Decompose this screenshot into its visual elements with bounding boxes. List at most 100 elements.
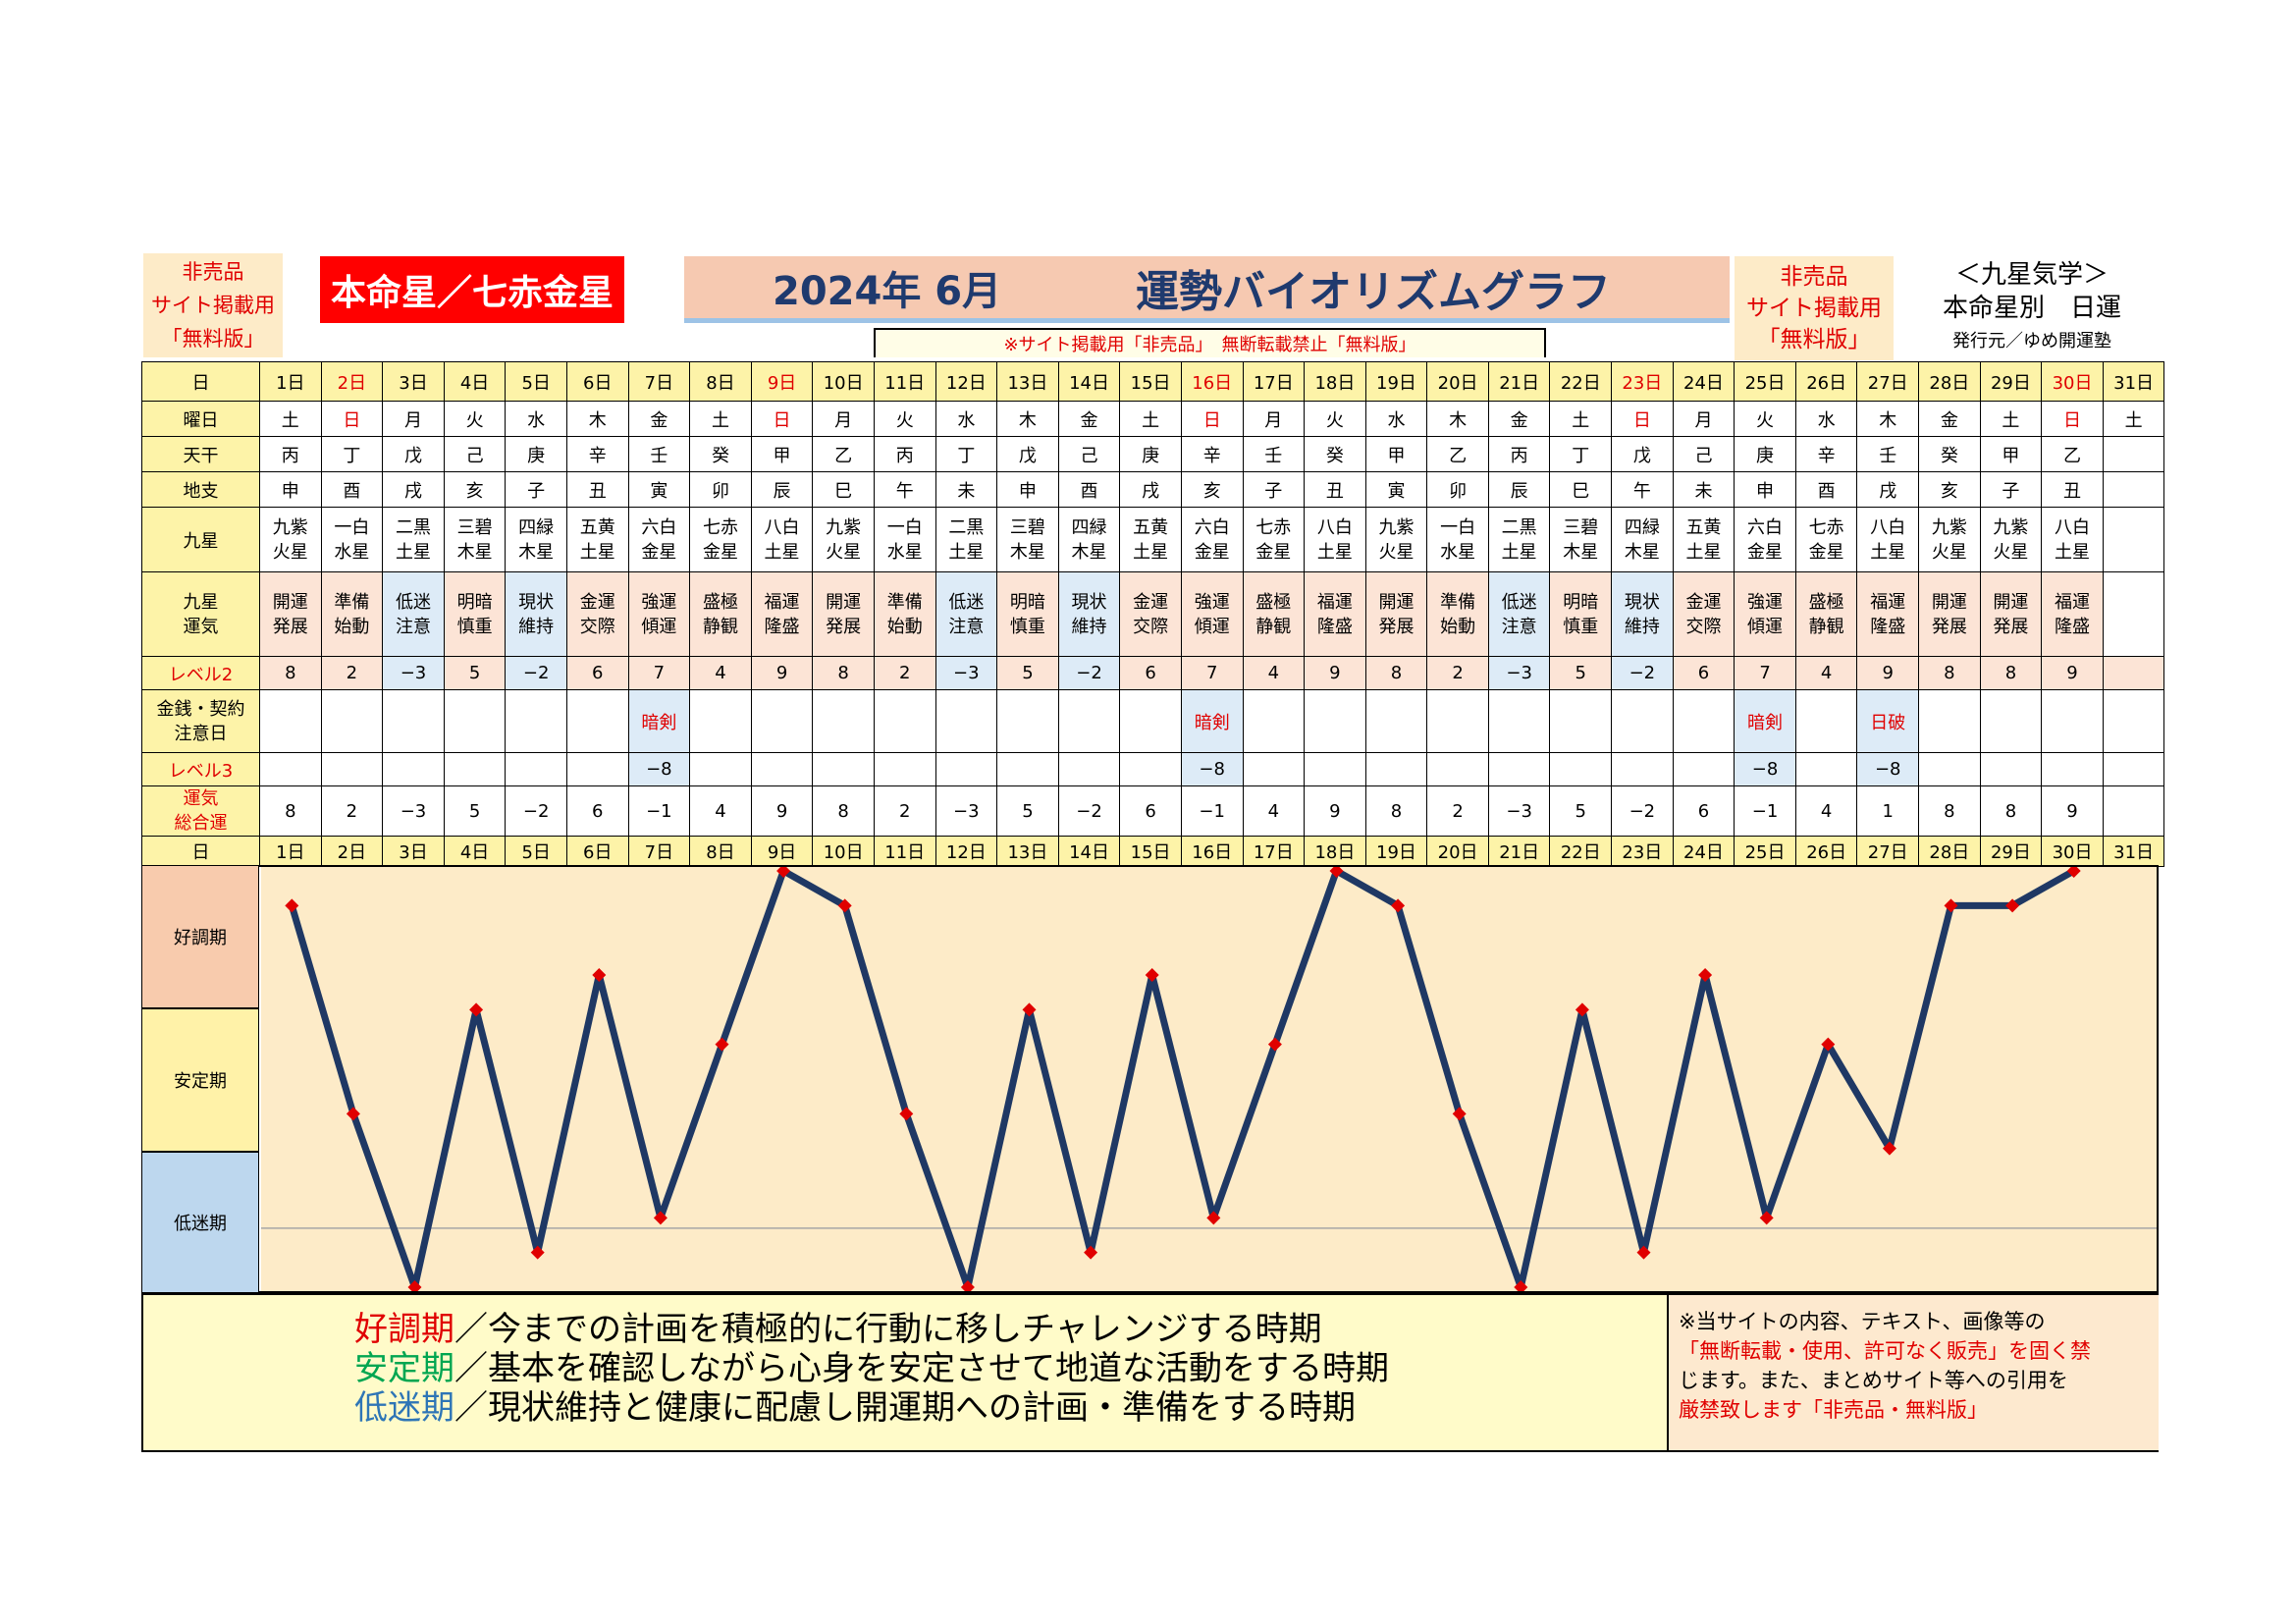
cell-line: 木星 — [1624, 541, 1660, 563]
cell-line: 福運 — [764, 591, 800, 613]
cell-chishi: 卯 — [1426, 471, 1489, 508]
cell-weekday: 火 — [1304, 401, 1366, 437]
data-point — [592, 968, 607, 982]
data-point — [407, 1280, 422, 1291]
cell-level3 — [1304, 752, 1366, 786]
cell-total: 5 — [443, 785, 507, 837]
cell-line: 八白 — [764, 516, 800, 538]
cell-level3 — [1918, 752, 1981, 786]
cell-tenkan: 癸 — [1918, 436, 1981, 472]
cell-line: 水星 — [886, 541, 923, 563]
cell-level2: −3 — [382, 656, 445, 690]
cell-level3 — [1364, 752, 1428, 786]
cell-level2: 9 — [750, 656, 814, 690]
cell-level2: 8 — [1918, 656, 1981, 690]
cell-line: 土星 — [1685, 541, 1722, 563]
row-label-kyusei-unki-line: 運気 — [183, 616, 219, 637]
data-point — [1759, 1211, 1774, 1225]
legend-low: 低迷期／現状維持と健康に配慮し開運期への計画・準備をする時期 — [354, 1388, 1389, 1428]
table-row-money: 金銭・契約 注意日 暗剣 暗剣 暗剣 日破 — [141, 689, 2165, 753]
cell-tenkan: 丙 — [259, 436, 322, 472]
cell-chishi — [2102, 471, 2165, 508]
cell-kyusei: 九紫 火星 — [812, 507, 875, 572]
cell-tenkan: 丙 — [1487, 436, 1551, 472]
table-row-chishi: 地支申酉戌亥子丑寅卯辰巳午未申酉戌亥子丑寅卯辰巳午未申酉戌亥子丑 — [141, 471, 2165, 508]
cell-line: 維持 — [1071, 616, 1107, 637]
cell-money — [443, 689, 507, 753]
cell-line: 土星 — [1870, 541, 1906, 563]
row-label-money-line: 金銭・契約 — [156, 698, 245, 720]
legend-stable-term: 安定期 — [354, 1349, 454, 1388]
row-label-chishi: 地支 — [141, 471, 260, 508]
cell-kyusei: 四緑 木星 — [505, 507, 567, 572]
cell-day: 19日 — [1364, 361, 1428, 402]
cell-day: 31日 — [2102, 361, 2165, 402]
cell-level3 — [1611, 752, 1674, 786]
cell-level2: −3 — [1487, 656, 1551, 690]
cell-line: 火星 — [272, 541, 308, 563]
cell-line: 現状 — [1071, 591, 1107, 613]
cell-kyusei: 九紫 火星 — [1979, 507, 2043, 572]
cell-kyusei-unki: 金運 交際 — [1672, 571, 1735, 657]
cell-weekday: 火 — [1734, 401, 1796, 437]
cell-day-footer: 1日 — [259, 836, 322, 867]
cell-kyusei: 五黄 土星 — [1119, 507, 1182, 572]
cell-chishi: 亥 — [443, 471, 507, 508]
cell-level2: −2 — [505, 656, 567, 690]
cell-level2: 4 — [1794, 656, 1858, 690]
cell-day-footer: 11日 — [873, 836, 936, 867]
cell-kyusei-unki: 金運 交際 — [565, 571, 629, 657]
cell-weekday: 金 — [1918, 401, 1981, 437]
cell-line: 土星 — [1316, 541, 1353, 563]
cell-line: 七赤 — [702, 516, 738, 538]
cell-level3 — [1426, 752, 1489, 786]
cell-chishi: 子 — [505, 471, 567, 508]
cell-line: 明暗 — [1009, 591, 1045, 613]
cell-kyusei-unki: 盛極 静観 — [1794, 571, 1858, 657]
cell-day: 8日 — [689, 361, 752, 402]
cell-weekday: 木 — [996, 401, 1059, 437]
cell-line: 現状 — [1624, 591, 1660, 613]
cell-day: 24日 — [1672, 361, 1735, 402]
cell-level3 — [1119, 752, 1182, 786]
cell-line: 低迷 — [1501, 591, 1537, 613]
cell-tenkan: 丁 — [1549, 436, 1613, 472]
cell-line: 金星 — [641, 541, 677, 563]
cell-line: 盛極 — [702, 591, 738, 613]
cell-line: 静観 — [1255, 616, 1292, 637]
cell-level3 — [443, 752, 507, 786]
cell-chishi: 亥 — [1180, 471, 1244, 508]
cell-kyusei-unki: 低迷 注意 — [1487, 571, 1551, 657]
cell-line: 木星 — [518, 541, 555, 563]
nf-right-line2: サイト掲載用 — [1746, 296, 1882, 321]
cell-kyusei-unki: 福運 隆盛 — [750, 571, 814, 657]
cell-kyusei-unki: 明暗 慎重 — [1549, 571, 1613, 657]
cell-day-footer: 15日 — [1119, 836, 1182, 867]
cell-line: 始動 — [1440, 616, 1476, 637]
cell-chishi: 午 — [1611, 471, 1674, 508]
cell-tenkan: 甲 — [1979, 436, 2043, 472]
cell-line: 二黒 — [395, 516, 431, 538]
copyright-notice: ※当サイトの内容、テキスト、画像等の 「無断転載・使用、許可なく販売」を固く禁 … — [1667, 1295, 2159, 1450]
cell-kyusei-unki: 強運 傾運 — [627, 571, 691, 657]
cell-total: 6 — [565, 785, 629, 837]
cell-money — [1242, 689, 1306, 753]
cell-day-footer: 14日 — [1057, 836, 1121, 867]
cell-day: 5日 — [505, 361, 567, 402]
cell-chishi: 寅 — [1364, 471, 1428, 508]
cell-line: 開運 — [1378, 591, 1415, 613]
cell-level3: −8 — [1856, 752, 1920, 786]
data-point — [1145, 968, 1159, 982]
copyright-line-1: ※当サイトの内容、テキスト、画像等の — [1679, 1310, 2046, 1333]
cell-line: 発展 — [1993, 616, 2029, 637]
cell-day: 29日 — [1979, 361, 2043, 402]
cell-day-footer: 18日 — [1304, 836, 1366, 867]
cell-kyusei-unki: 福運 隆盛 — [1304, 571, 1366, 657]
cell-line: 始動 — [886, 616, 923, 637]
cell-total: 5 — [1549, 785, 1613, 837]
cell-line: 金星 — [1255, 541, 1292, 563]
cell-level2: 8 — [812, 656, 875, 690]
cell-day-footer: 3日 — [382, 836, 445, 867]
cell-line: 金星 — [702, 541, 738, 563]
data-point — [837, 898, 852, 913]
